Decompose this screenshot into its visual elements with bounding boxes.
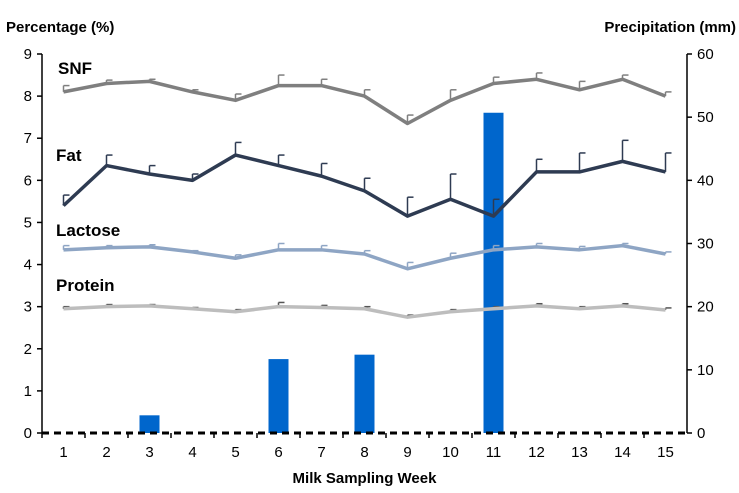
x-tick-label: 5 bbox=[231, 444, 239, 461]
x-tick-label: 9 bbox=[403, 444, 411, 461]
precipitation-bar-week-6 bbox=[268, 359, 289, 433]
right-tick-label: 10 bbox=[697, 362, 714, 379]
x-tick-label: 8 bbox=[360, 444, 368, 461]
series-line-protein bbox=[63, 304, 666, 319]
x-tick-label: 4 bbox=[188, 444, 196, 461]
x-tick-label: 14 bbox=[614, 444, 631, 461]
x-tick-label: 2 bbox=[102, 444, 110, 461]
right-tick-label: 30 bbox=[697, 236, 714, 253]
x-tick-label: 3 bbox=[145, 444, 153, 461]
right-tick-label: 0 bbox=[697, 425, 705, 442]
x-tick-label: 12 bbox=[528, 444, 545, 461]
left-tick-label: 3 bbox=[24, 299, 32, 316]
x-axis-title: Milk Sampling Week bbox=[293, 470, 438, 487]
left-tick-label: 4 bbox=[24, 257, 32, 274]
series-line-lactose bbox=[63, 243, 666, 271]
left-tick-label: 7 bbox=[24, 130, 32, 147]
series-label-lactose: Lactose bbox=[56, 221, 120, 240]
precipitation-bar-week-11 bbox=[483, 112, 504, 434]
x-tick-label: 11 bbox=[486, 444, 502, 461]
right-axis-title: Precipitation (mm) bbox=[604, 19, 736, 36]
series-label-fat: Fat bbox=[56, 146, 82, 165]
x-tick-label: 6 bbox=[274, 444, 282, 461]
x-tick-label: 15 bbox=[657, 444, 674, 461]
right-tick-label: 50 bbox=[697, 109, 714, 126]
left-tick-label: 6 bbox=[24, 172, 32, 189]
left-axis-title: Percentage (%) bbox=[6, 19, 114, 36]
right-tick-label: 60 bbox=[697, 46, 714, 63]
left-tick-label: 1 bbox=[24, 383, 32, 400]
x-tick-label: 13 bbox=[571, 444, 588, 461]
precipitation-bar-week-3 bbox=[139, 415, 160, 433]
series-line-snf bbox=[63, 77, 667, 126]
right-tick-label: 40 bbox=[697, 172, 714, 189]
left-tick-label: 2 bbox=[24, 341, 32, 358]
precipitation-bar-week-8 bbox=[354, 354, 375, 433]
series-label-protein: Protein bbox=[56, 276, 115, 295]
left-tick-label: 0 bbox=[24, 425, 32, 442]
right-tick-label: 20 bbox=[697, 299, 714, 316]
series-line-fat bbox=[62, 153, 666, 218]
x-tick-label: 10 bbox=[442, 444, 459, 461]
left-tick-label: 5 bbox=[24, 214, 32, 231]
series-label-snf: SNF bbox=[58, 59, 92, 78]
left-tick-label: 8 bbox=[24, 88, 32, 105]
x-tick-label: 7 bbox=[317, 444, 325, 461]
left-tick-label: 9 bbox=[24, 46, 32, 63]
x-tick-label: 1 bbox=[59, 444, 67, 461]
